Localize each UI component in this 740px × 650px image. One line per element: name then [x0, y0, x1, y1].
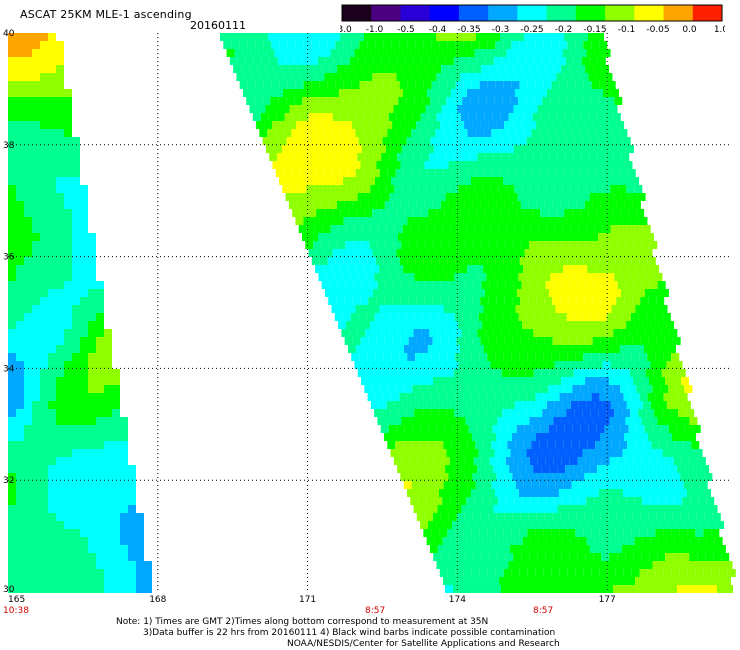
colorbar-tick-label: 0.0 — [682, 25, 697, 34]
colorbar-tick-label: -1.0 — [366, 25, 384, 34]
colorbar-segment — [575, 5, 606, 21]
colorbar-segment — [488, 5, 518, 21]
note-line-2: 3)Data buffer is 22 hrs from 20160111 4)… — [143, 628, 556, 638]
colorbar-segment — [400, 5, 431, 21]
longitude-label: 165 — [8, 595, 25, 605]
latitude-label: 34 — [3, 364, 15, 374]
colorbar-tick-label: -0.35 — [457, 25, 480, 34]
time-label: 8:57 — [533, 606, 553, 616]
colorbar-tick-label: -0.1 — [618, 25, 636, 34]
colorbar-tick-label: -0.5 — [397, 25, 415, 34]
colorbar-tick-label: -0.25 — [520, 25, 543, 34]
swath-cells — [8, 33, 736, 593]
colorbar-tick-label: -0.05 — [646, 25, 669, 34]
colorbar-tick-label: -3.0 — [340, 25, 352, 34]
colorbar-segment — [517, 5, 548, 21]
colorbar-segment — [342, 5, 372, 21]
latitude-label: 32 — [3, 476, 14, 486]
colorbar-segment — [371, 5, 401, 21]
colorbar-segment — [546, 5, 577, 21]
colorbar-tick-label: -0.15 — [583, 25, 606, 34]
latitude-label: 40 — [3, 29, 15, 39]
colorbar-segment — [458, 5, 489, 21]
product-title: ASCAT 25KM MLE-1 ascending — [20, 8, 192, 21]
colorbar-tick-label: -0.3 — [492, 25, 510, 34]
longitude-label: 171 — [299, 595, 316, 605]
colorbar-segment — [605, 5, 635, 21]
color-scale-bar: -3.0 -1.0 -0.5 -0.4 -0.35 -0.3 -0.25 -0.2 -0.15 -… — [340, 4, 725, 34]
colorbar-segment — [429, 5, 460, 21]
latitude-label: 36 — [3, 253, 15, 263]
colorbar-segment — [663, 5, 694, 21]
latitude-label: 30 — [3, 585, 15, 595]
note-line-1: Note: 1) Times are GMT 2)Times along bot… — [116, 617, 489, 627]
note-line-3: NOAA/NESDIS/Center for Satellite Applica… — [287, 639, 560, 649]
longitude-label: 177 — [599, 595, 616, 605]
colorbar-segment — [634, 5, 665, 21]
longitude-label: 174 — [449, 595, 466, 605]
product-date: 20160111 — [190, 19, 246, 32]
colorbar-tick-label: 1.0 — [714, 25, 725, 34]
longitude-label: 168 — [149, 595, 166, 605]
time-label: 8:57 — [365, 606, 385, 616]
colorbar-tick-label: -0.4 — [429, 25, 447, 34]
colorbar-segment — [692, 5, 723, 21]
latitude-label: 38 — [3, 141, 15, 151]
time-label: 10:38 — [3, 606, 29, 616]
colorbar-tick-label: -0.2 — [555, 25, 573, 34]
